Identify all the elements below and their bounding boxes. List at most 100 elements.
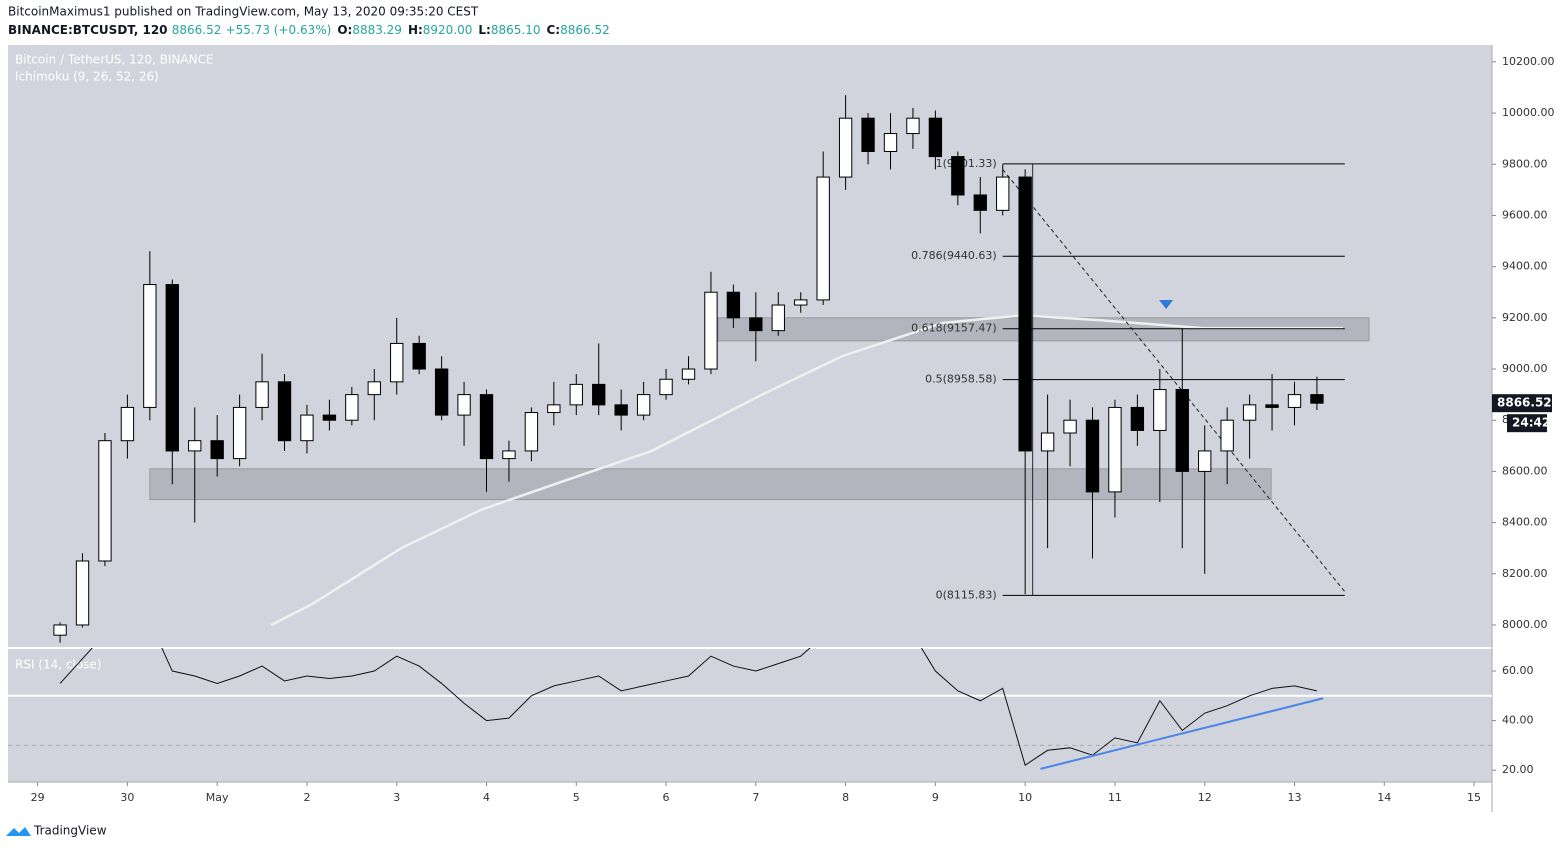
rsi-tick-label: 60.00 [1502,664,1534,677]
candle-body [816,176,830,301]
ohlc-key: L: [478,23,490,37]
change: +55.73 (+0.63%) [226,23,332,37]
candle-body [1220,419,1234,452]
rsi-tick-label: 20.00 [1502,763,1534,776]
candle-body [390,342,404,383]
y-tick-label: 10200.00 [1502,55,1555,68]
y-tick-label: 9800.00 [1502,157,1548,170]
fib-label: 0(8115.83) [936,588,997,601]
candle-body [951,156,965,196]
logo [6,827,31,836]
candle-body [861,117,875,152]
candle-body [838,117,853,178]
candle-body [1265,404,1279,408]
y-tick-label: 8200.00 [1502,567,1548,580]
y-tick-label: 9400.00 [1502,260,1548,273]
candle-body [502,450,516,460]
candle-body [232,406,247,460]
pane-title: Bitcoin / TetherUS, 120, BINANCE [15,53,214,67]
main-pane: 1(9801.33) 0.786(9440.63) 0.618(9157.47) 0.… [53,95,1370,643]
candle-body [53,624,67,636]
x-tick-label: May [206,791,229,804]
countdown-box [1507,414,1547,433]
candle-body [277,381,292,442]
x-tick-label: 4 [483,791,490,804]
candle-body [681,368,696,380]
candle-body [98,440,112,562]
x-tick-label: 30 [120,791,134,804]
candle-body [255,381,269,408]
footer: TradingView [33,824,107,838]
indicator-title: Ichimoku (9, 26, 52, 26) [15,70,159,84]
x-tick-label: 2 [303,791,310,804]
y-tick-label: 9600.00 [1502,208,1548,221]
candle-body [726,291,741,319]
candle-body [1310,394,1324,404]
y-tick-label: 8000.00 [1502,618,1548,631]
candle-body [524,412,539,452]
x-tick-label: 9 [932,791,939,804]
ohlc-value: 8866.52 [560,23,610,37]
symbol: BINANCE:BTCUSDT, 120 [8,23,168,37]
candle-body [1198,450,1212,472]
candle-body [749,317,763,332]
y-tick-label: 9000.00 [1502,362,1548,375]
x-tick-label: 15 [1467,791,1481,804]
candle-body [165,284,179,452]
candle-body [1175,388,1189,472]
rsi-line [59,648,1318,766]
ohlc-key: H: [408,23,423,37]
candle-body [1287,394,1302,408]
last: 8866.52 [172,23,222,37]
candle-body [75,560,90,626]
candle-body [659,378,673,396]
candle-body [479,394,494,460]
x-tick-label: 12 [1198,791,1212,804]
candle-body [1242,404,1257,421]
rsi-tick-label: 40.00 [1502,714,1534,727]
candle-body [322,414,337,421]
candle-body [1108,406,1122,493]
candle-body [1085,419,1100,493]
fib-label: 0.786(9440.63) [911,249,997,262]
fib-label: 1(9801.33) [936,157,997,170]
candle-body [614,404,628,416]
x-tick-label: 13 [1287,791,1301,804]
candle-body [883,133,898,152]
candle-body [592,383,606,406]
candle-body [996,176,1010,211]
x-tick-label: 5 [573,791,580,804]
x-tick-label: 7 [752,791,759,804]
symbol-line: BINANCE:BTCUSDT, 120 8866.52 +55.73 (+0.… [8,23,610,37]
ohlc-value: 8920.00 [423,23,473,37]
candle-body [1018,176,1032,452]
candle-body [210,440,224,460]
candle-body [1153,388,1167,431]
candle-body [457,394,471,416]
publisher: BitcoinMaximus1 published on TradingView… [8,5,479,19]
y-tick-label: 9200.00 [1502,311,1548,324]
marker [1159,300,1174,310]
candle-body [973,194,987,211]
x-tick-label: 10 [1018,791,1032,804]
candle-body [794,299,808,306]
x-tick-label: 8 [842,791,849,804]
plot-background [8,45,1492,782]
candle-body [704,291,718,370]
y-tick-label: 10000.00 [1502,106,1555,119]
candle-body [300,414,314,442]
price-tag [1492,394,1552,413]
y-tick-label: 8600.00 [1502,464,1548,477]
candle-body [345,394,359,421]
x-tick-label: 11 [1108,791,1122,804]
rsi-pane [8,648,1492,770]
candle-body [367,381,381,396]
candle-body [569,383,583,406]
candle-body [120,406,135,442]
candle-body [636,394,651,416]
candle-body [1040,432,1055,452]
candle-body [143,284,157,408]
moving-average [270,314,1343,627]
